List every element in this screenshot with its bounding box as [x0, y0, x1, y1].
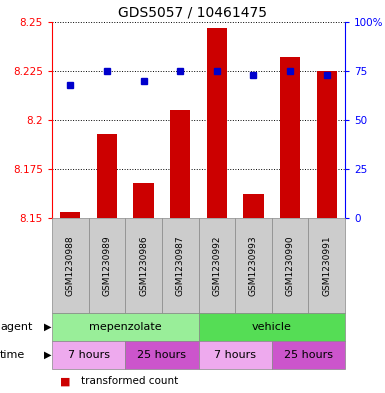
Text: 25 hours: 25 hours [137, 350, 186, 360]
Text: ▶: ▶ [44, 350, 52, 360]
Text: GSM1230992: GSM1230992 [212, 235, 221, 296]
Bar [170, 110, 190, 218]
Text: GSM1230989: GSM1230989 [102, 235, 111, 296]
Bar [243, 195, 263, 218]
Text: 7 hours: 7 hours [68, 350, 110, 360]
Text: 25 hours: 25 hours [284, 350, 333, 360]
Text: agent: agent [0, 322, 32, 332]
Text: ■: ■ [60, 376, 70, 386]
Bar [316, 71, 337, 218]
Text: GSM1230991: GSM1230991 [322, 235, 331, 296]
Text: GSM1230993: GSM1230993 [249, 235, 258, 296]
Text: GSM1230990: GSM1230990 [286, 235, 295, 296]
Bar [60, 212, 80, 218]
Text: time: time [0, 350, 25, 360]
Text: mepenzolate: mepenzolate [89, 322, 162, 332]
Text: transformed count: transformed count [81, 376, 178, 386]
Text: GSM1230987: GSM1230987 [176, 235, 185, 296]
Text: 7 hours: 7 hours [214, 350, 256, 360]
Text: GSM1230986: GSM1230986 [139, 235, 148, 296]
Bar [280, 57, 300, 218]
Text: GDS5057 / 10461475: GDS5057 / 10461475 [118, 5, 267, 19]
Text: vehicle: vehicle [252, 322, 292, 332]
Text: ▶: ▶ [44, 322, 52, 332]
Bar [97, 134, 117, 218]
Bar [134, 183, 154, 218]
Bar [207, 28, 227, 218]
Text: GSM1230988: GSM1230988 [66, 235, 75, 296]
